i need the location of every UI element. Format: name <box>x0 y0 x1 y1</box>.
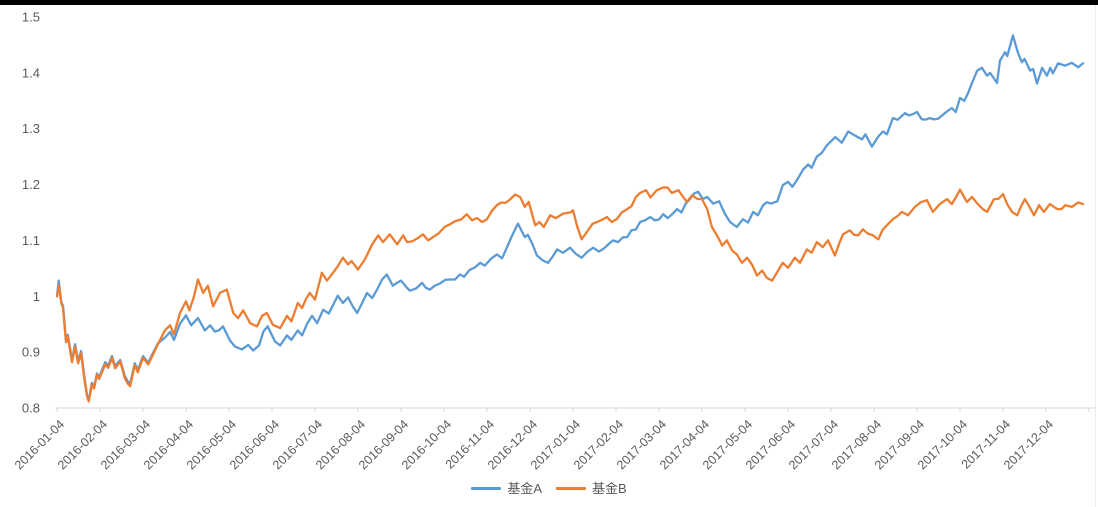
y-axis-tick-label: 1.3 <box>22 121 40 136</box>
y-axis-tick-label: 1.2 <box>22 177 40 192</box>
y-axis-labels: 1.5 1.4 1.3 1.2 1.1 1 0.9 0.8 <box>22 10 40 416</box>
y-axis-tick-label: 0.9 <box>22 345 40 360</box>
x-axis-labels: 2016-01-042016-02-042016-03-042016-04-04… <box>12 417 1056 472</box>
series-line-fund-a <box>55 34 1085 401</box>
fund-b-legend-label: 基金B <box>592 480 627 496</box>
y-axis-tick-label: 0.8 <box>22 401 40 416</box>
y-axis-tick-label: 1.4 <box>22 65 40 80</box>
legend-item-fund-a: 基金A <box>471 482 542 495</box>
fund-b-line-swatch <box>556 486 586 490</box>
window-top-border <box>0 0 1098 5</box>
chart-legend: 基金A 基金B <box>0 476 1098 500</box>
series-line-fund-b <box>55 186 1085 403</box>
legend-item-fund-b: 基金B <box>556 482 627 495</box>
y-axis-tick-label: 1.5 <box>22 10 40 25</box>
y-axis-tick-label: 1.1 <box>22 233 40 248</box>
fund-a-line-swatch <box>471 486 502 490</box>
x-axis <box>55 407 1095 412</box>
fund-a-legend-label: 基金A <box>507 480 542 496</box>
chart-right-edge-line <box>1095 5 1096 507</box>
y-axis-tick-label: 1 <box>33 289 40 304</box>
